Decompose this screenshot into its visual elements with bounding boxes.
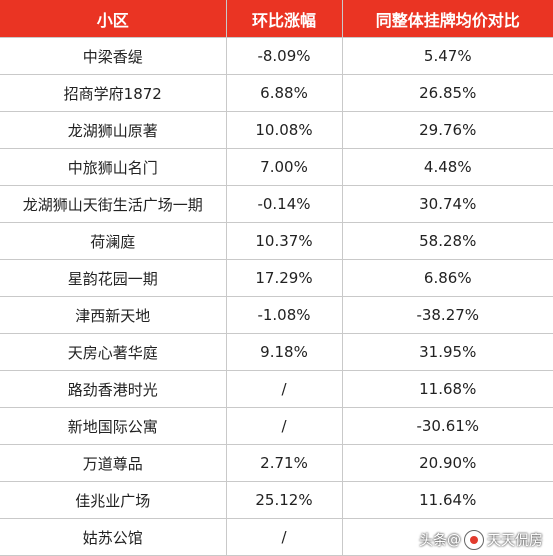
table-row: 招商学府1872 6.88% 26.85% <box>0 74 553 112</box>
header-community: 小区 <box>0 0 227 38</box>
table-body: 中梁香缇 -8.09% 5.47% 招商学府1872 6.88% 26.85% 龙湖狮山原著… <box>0 37 553 556</box>
community-name-cell: 佳兆业广场 <box>0 481 227 519</box>
table-row: 津西新天地 -1.08% -38.27% <box>0 296 553 334</box>
community-name-cell: 万道尊品 <box>0 444 227 482</box>
mom-change-cell: -1.08% <box>225 296 343 334</box>
vs-average-cell: 4.48% <box>341 148 553 186</box>
table-row: 龙湖狮山原著 10.08% 29.76% <box>0 111 553 149</box>
table-row: 荷澜庭 10.37% 58.28% <box>0 222 553 260</box>
table-row: 天房心著华庭 9.18% 31.95% <box>0 333 553 371</box>
table-row: 星韵花园一期 17.29% 6.86% <box>0 259 553 297</box>
mom-change-cell: 25.12% <box>225 481 343 519</box>
watermark-at: @ <box>447 532 461 548</box>
watermark: 头条 @ 天天侃房 <box>419 530 543 550</box>
community-name-cell: 星韵花园一期 <box>0 259 227 297</box>
table-row: 路劲香港时光/11.68% <box>0 370 553 408</box>
table-row: 万道尊品 2.71% 20.90% <box>0 444 553 482</box>
table-row: 龙湖狮山天街生活广场一期 -0.14% 30.74% <box>0 185 553 223</box>
vs-average-cell: 5.47% <box>341 37 553 75</box>
mom-change-cell: / <box>225 370 343 408</box>
table-header-row: 小区 环比涨幅 同整体挂牌均价对比 <box>0 0 553 38</box>
vs-average-cell: 30.74% <box>341 185 553 223</box>
community-name-cell: 天房心著华庭 <box>0 333 227 371</box>
vs-average-cell: 20.90% <box>341 444 553 482</box>
community-name-cell: 中梁香缇 <box>0 37 227 75</box>
vs-average-cell: 31.95% <box>341 333 553 371</box>
account-logo-icon <box>464 530 484 550</box>
mom-change-cell: 17.29% <box>225 259 343 297</box>
community-name-cell: 新地国际公寓 <box>0 407 227 445</box>
mom-change-cell: 10.37% <box>225 222 343 260</box>
community-name-cell: 荷澜庭 <box>0 222 227 260</box>
vs-average-cell: 6.86% <box>341 259 553 297</box>
table-row: 中梁香缇 -8.09% 5.47% <box>0 37 553 75</box>
vs-average-cell: 29.76% <box>341 111 553 149</box>
mom-change-cell: 9.18% <box>225 333 343 371</box>
table-row: 中旅狮山名门 7.00% 4.48% <box>0 148 553 186</box>
mom-change-cell: 2.71% <box>225 444 343 482</box>
community-name-cell: 龙湖狮山天街生活广场一期 <box>0 185 227 223</box>
vs-average-cell: 11.68% <box>341 370 553 408</box>
watermark-name: 天天侃房 <box>487 533 543 549</box>
community-name-cell: 龙湖狮山原著 <box>0 111 227 149</box>
community-name-cell: 津西新天地 <box>0 296 227 334</box>
vs-average-cell <box>341 518 553 556</box>
watermark-prefix: 头条 <box>419 533 447 549</box>
mom-change-cell: / <box>225 518 343 556</box>
community-name-cell: 招商学府1872 <box>0 74 227 112</box>
mom-change-cell: 6.88% <box>225 74 343 112</box>
table-row: 佳兆业广场 25.12% 11.64% <box>0 481 553 519</box>
vs-average-cell: 11.64% <box>341 481 553 519</box>
table-row: 新地国际公寓 / -30.61% <box>0 407 553 445</box>
mom-change-cell: -8.09% <box>225 37 343 75</box>
community-name-cell: 路劲香港时光 <box>0 370 227 408</box>
mom-change-cell: / <box>225 407 343 445</box>
vs-average-cell: -38.27% <box>341 296 553 334</box>
mom-change-cell: 10.08% <box>225 111 343 149</box>
vs-average-cell: 26.85% <box>341 74 553 112</box>
vs-average-cell: -30.61% <box>341 407 553 445</box>
vs-average-cell: 58.28% <box>341 222 553 260</box>
header-mom-change: 环比涨幅 <box>225 0 343 38</box>
mom-change-cell: 7.00% <box>225 148 343 186</box>
community-name-cell: 姑苏公馆 <box>0 518 227 556</box>
mom-change-cell: -0.14% <box>225 185 343 223</box>
community-name-cell: 中旅狮山名门 <box>0 148 227 186</box>
table-row: 姑苏公馆 / <box>0 518 553 556</box>
header-vs-average: 同整体挂牌均价对比 <box>341 0 553 38</box>
